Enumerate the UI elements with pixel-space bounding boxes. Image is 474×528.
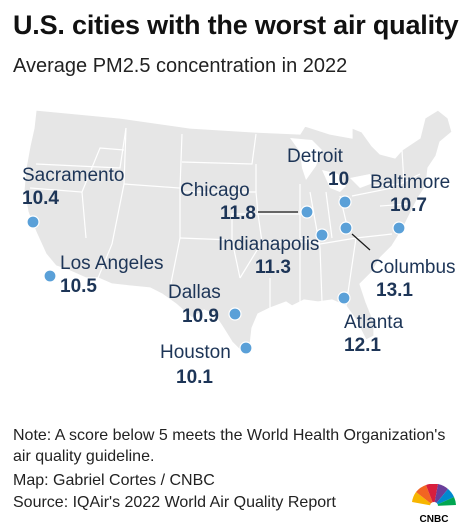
leader-columbus bbox=[351, 233, 371, 251]
value-houston: 10.1 bbox=[176, 367, 213, 388]
map-subtitle: Average PM2.5 concentration in 2022 bbox=[13, 55, 348, 77]
label-atlanta: Atlanta bbox=[344, 312, 404, 333]
value-detroit: 10 bbox=[328, 169, 349, 190]
value-baltimore: 10.7 bbox=[390, 195, 427, 216]
dot-detroit bbox=[338, 195, 352, 209]
label-baltimore: Baltimore bbox=[370, 172, 450, 193]
source-text: Source: IQAir's 2022 World Air Quality R… bbox=[13, 494, 336, 511]
label-chicago: Chicago bbox=[180, 180, 250, 201]
label-dallas: Dallas bbox=[168, 282, 221, 303]
label-los-angeles: Los Angeles bbox=[60, 253, 164, 274]
value-atlanta: 12.1 bbox=[344, 335, 381, 356]
cnbc-peacock-logo: CNBC bbox=[412, 484, 456, 524]
label-detroit: Detroit bbox=[287, 146, 344, 167]
value-columbus: 13.1 bbox=[376, 280, 413, 301]
map-credit: Map: Gabriel Cortes / CNBC bbox=[13, 472, 215, 489]
note-text: Note: A score below 5 meets the World He… bbox=[13, 427, 446, 465]
label-houston: Houston bbox=[160, 342, 231, 363]
dot-columbus bbox=[339, 221, 353, 235]
dot-atlanta bbox=[337, 291, 351, 305]
value-indianapolis: 11.3 bbox=[255, 257, 291, 278]
value-dallas: 10.9 bbox=[182, 306, 219, 327]
dot-baltimore bbox=[392, 221, 406, 235]
dot-los-angeles bbox=[43, 269, 57, 283]
label-sacramento: Sacramento bbox=[22, 165, 124, 186]
map-title: U.S. cities with the worst air quality bbox=[13, 10, 459, 40]
label-indianapolis: Indianapolis bbox=[218, 234, 319, 255]
great-lakes bbox=[290, 138, 376, 192]
svg-text:CNBC: CNBC bbox=[420, 514, 449, 524]
label-columbus: Columbus bbox=[370, 257, 456, 278]
dot-indianapolis bbox=[315, 228, 329, 242]
us-map: Sacramento 10.4 Los Angeles 10.5 Chicago… bbox=[22, 109, 456, 388]
value-chicago: 11.8 bbox=[220, 203, 256, 224]
dot-chicago bbox=[300, 205, 314, 219]
value-sacramento: 10.4 bbox=[22, 188, 59, 209]
dot-dallas bbox=[228, 307, 242, 321]
dot-sacramento bbox=[26, 215, 40, 229]
dot-houston bbox=[239, 341, 253, 355]
value-los-angeles: 10.5 bbox=[60, 276, 97, 297]
